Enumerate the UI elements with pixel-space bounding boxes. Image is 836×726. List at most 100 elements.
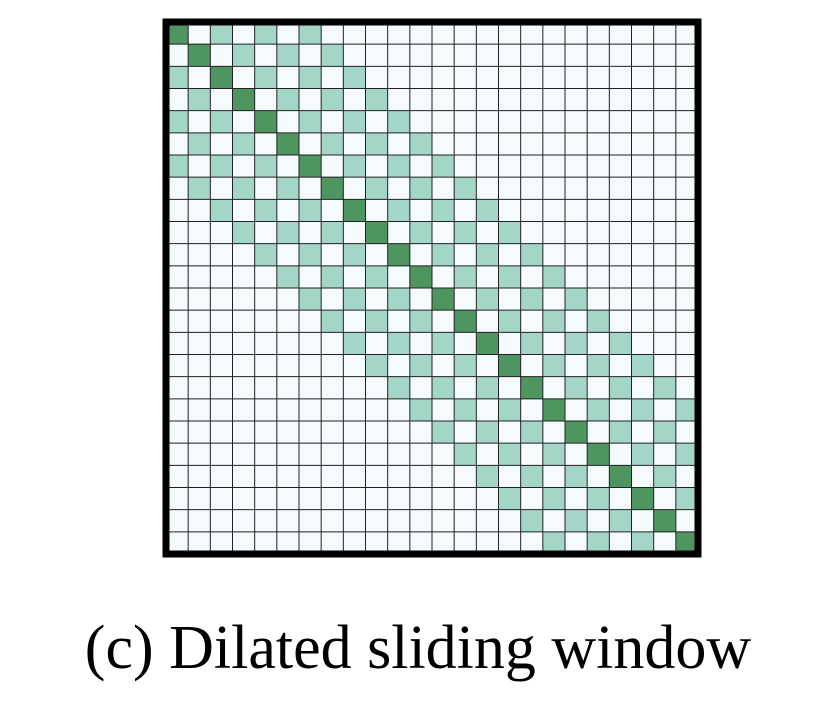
matrix-cell <box>675 177 698 200</box>
matrix-cell <box>542 288 565 311</box>
matrix-cell <box>454 110 477 133</box>
matrix-cell <box>299 177 322 200</box>
matrix-cell <box>609 177 632 200</box>
matrix-cell <box>276 421 299 444</box>
window-cell <box>675 443 698 466</box>
matrix-cell <box>476 110 499 133</box>
window-cell <box>343 155 366 178</box>
window-cell <box>498 487 521 510</box>
window-cell <box>254 243 277 266</box>
matrix-cell <box>365 288 388 311</box>
matrix-cell <box>565 132 588 155</box>
matrix-cell <box>653 155 676 178</box>
window-cell <box>188 132 211 155</box>
window-cell <box>653 421 676 444</box>
matrix-cell <box>565 221 588 244</box>
window-cell <box>387 288 410 311</box>
matrix-cell <box>631 177 654 200</box>
diagonal-cell <box>365 221 388 244</box>
matrix-cell <box>188 288 211 311</box>
matrix-cell <box>476 66 499 89</box>
matrix-cell <box>254 398 277 421</box>
matrix-cell <box>343 443 366 466</box>
matrix-cell <box>210 243 233 266</box>
matrix-cell <box>409 465 432 488</box>
matrix-cell <box>565 443 588 466</box>
matrix-cell <box>409 44 432 67</box>
matrix-cell <box>409 487 432 510</box>
matrix-cell <box>498 376 521 399</box>
matrix-cell <box>675 44 698 67</box>
matrix-cell <box>542 44 565 67</box>
matrix-cell <box>631 376 654 399</box>
matrix-cell <box>232 66 255 89</box>
matrix-cell <box>276 376 299 399</box>
matrix-cell <box>565 310 588 333</box>
matrix-cell <box>321 531 344 554</box>
matrix-cell <box>498 531 521 554</box>
matrix-cell <box>432 66 455 89</box>
matrix-cell <box>631 155 654 178</box>
matrix-cell <box>210 177 233 200</box>
matrix-cell <box>587 22 610 45</box>
window-cell <box>432 199 455 222</box>
matrix-cell <box>476 443 499 466</box>
window-cell <box>232 221 255 244</box>
window-cell <box>609 421 632 444</box>
matrix-cell <box>387 487 410 510</box>
matrix-cell <box>565 44 588 67</box>
matrix-cell <box>365 421 388 444</box>
matrix-cell <box>498 465 521 488</box>
matrix-cell <box>609 398 632 421</box>
diagonal-cell <box>188 44 211 67</box>
matrix-cell <box>631 44 654 67</box>
matrix-grid-lines <box>166 22 698 554</box>
matrix-cell <box>653 310 676 333</box>
matrix-cell <box>210 88 233 111</box>
matrix-cell <box>365 332 388 355</box>
matrix-cell <box>432 177 455 200</box>
matrix-cell <box>166 376 189 399</box>
matrix-cell <box>520 487 543 510</box>
matrix-cell <box>387 398 410 421</box>
matrix-cell <box>254 265 277 288</box>
matrix-cell <box>365 44 388 67</box>
matrix-cell <box>276 443 299 466</box>
matrix-cell <box>565 199 588 222</box>
window-cell <box>299 66 322 89</box>
matrix-cell <box>653 487 676 510</box>
matrix-cell <box>232 421 255 444</box>
matrix-cell <box>498 66 521 89</box>
matrix-cell <box>254 332 277 355</box>
matrix-cell <box>631 509 654 532</box>
matrix-cell <box>210 465 233 488</box>
window-cell <box>254 22 277 45</box>
matrix-cell <box>254 132 277 155</box>
matrix-cell <box>299 421 322 444</box>
window-cell <box>409 221 432 244</box>
window-cell <box>587 310 610 333</box>
matrix-cell <box>631 88 654 111</box>
matrix-cell <box>254 465 277 488</box>
matrix-cell <box>210 509 233 532</box>
matrix-cell <box>653 199 676 222</box>
window-cell <box>210 155 233 178</box>
window-cell <box>210 199 233 222</box>
window-cell <box>166 155 189 178</box>
window-cell <box>276 88 299 111</box>
matrix-cell <box>432 132 455 155</box>
window-cell <box>609 509 632 532</box>
matrix-cell <box>321 376 344 399</box>
matrix-cell <box>675 243 698 266</box>
matrix-cell <box>210 421 233 444</box>
matrix-cell <box>476 310 499 333</box>
matrix-cell <box>587 132 610 155</box>
diagonal-cell <box>321 177 344 200</box>
matrix-cell <box>498 132 521 155</box>
matrix-cell <box>432 44 455 67</box>
matrix-cell <box>387 44 410 67</box>
matrix-cell <box>299 376 322 399</box>
diagonal-cell <box>432 288 455 311</box>
matrix-cell <box>653 177 676 200</box>
matrix-cell <box>542 88 565 111</box>
